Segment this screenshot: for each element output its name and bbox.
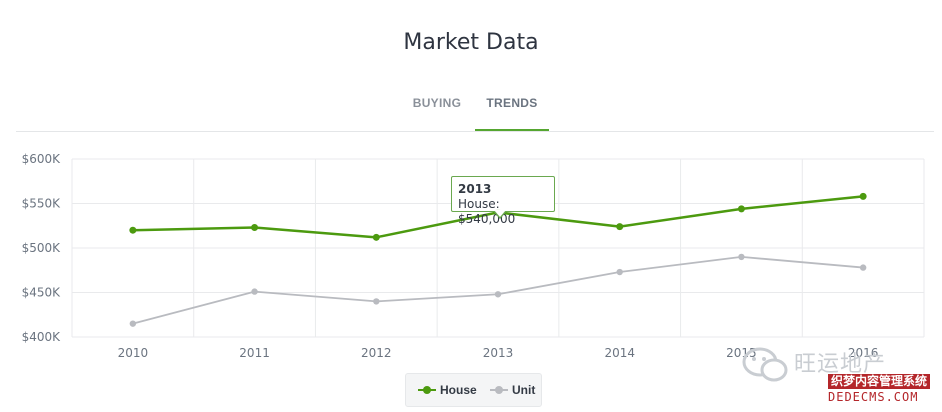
tab-trends[interactable]: TRENDS bbox=[486, 96, 538, 110]
x-tick-label: 2013 bbox=[483, 346, 514, 360]
data-point-unit bbox=[616, 268, 623, 276]
watermark-line2: DEDECMS.COM bbox=[828, 390, 919, 404]
x-tick-label: 2016 bbox=[848, 346, 879, 360]
data-point-unit bbox=[251, 288, 258, 295]
data-point-unit bbox=[373, 298, 380, 305]
y-tick-label: $400K bbox=[22, 330, 62, 344]
data-point-house bbox=[129, 226, 137, 234]
line-chart: $400K $450K $500K $550K $600K 2010 2011 2012 201… bbox=[22, 152, 925, 360]
data-point-house bbox=[251, 224, 259, 232]
green-dot-line-icon bbox=[418, 386, 436, 394]
data-point-house bbox=[372, 233, 380, 241]
tooltip-arrow-inner bbox=[494, 210, 506, 217]
data-point-unit bbox=[859, 264, 867, 271]
watermark-line1: 织梦内容管理系统 bbox=[828, 374, 931, 389]
y-tick-label: $500K bbox=[22, 241, 62, 255]
data-point-unit bbox=[494, 291, 502, 298]
tab-divider bbox=[16, 131, 934, 132]
tab-buying[interactable]: BUYING bbox=[412, 96, 462, 110]
data-point-house bbox=[737, 205, 745, 213]
data-point-unit bbox=[129, 320, 137, 327]
data-point-unit bbox=[738, 253, 745, 261]
tab-bar: BUYING TRENDS bbox=[0, 88, 942, 132]
chart-tooltip: 2013 House: $540,000 bbox=[451, 176, 555, 226]
data-point-house bbox=[859, 192, 867, 200]
y-tick-label: $600K bbox=[22, 152, 62, 166]
watermark-brand: 旺运地产 bbox=[794, 352, 887, 377]
data-point-house bbox=[616, 223, 624, 231]
watermark: 旺运地产 织梦内容管理系统 DEDECMS.COM bbox=[736, 344, 936, 406]
legend-label-house: House bbox=[440, 383, 477, 397]
active-tab-indicator bbox=[475, 129, 549, 132]
legend-label-unit: Unit bbox=[512, 383, 536, 397]
x-tick-label: 2010 bbox=[118, 346, 149, 360]
chart-legend: House Unit bbox=[405, 373, 542, 407]
x-tick-label: 2011 bbox=[239, 346, 270, 360]
gray-dot-line-icon bbox=[490, 386, 508, 394]
tooltip-title: 2013 bbox=[458, 182, 492, 196]
y-tick-label: $450K bbox=[22, 286, 62, 300]
x-tick-label: 2012 bbox=[361, 346, 392, 360]
legend-item-unit[interactable]: Unit bbox=[490, 374, 540, 406]
page-title: Market Data bbox=[403, 30, 539, 55]
wechat-logo-icon bbox=[742, 347, 788, 382]
series-line-unit bbox=[132, 256, 864, 325]
x-tick-label: 2014 bbox=[604, 346, 635, 360]
y-tick-label: $550K bbox=[22, 197, 62, 211]
legend-item-house[interactable]: House bbox=[418, 374, 484, 406]
x-tick-label: 2015 bbox=[726, 346, 757, 360]
